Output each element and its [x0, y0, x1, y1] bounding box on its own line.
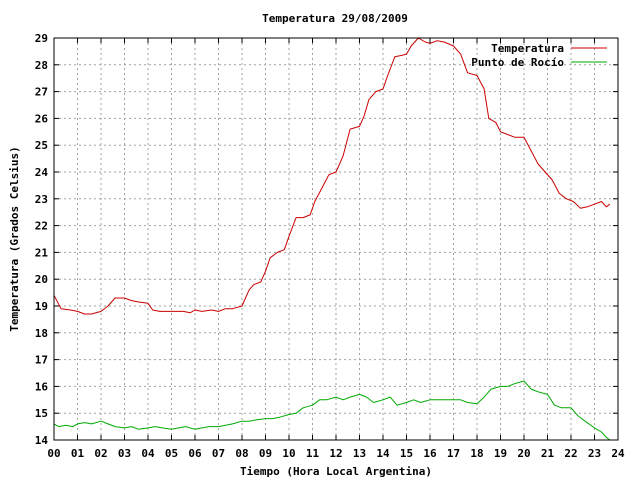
x-tick-label: 16 [423, 447, 437, 460]
y-axis-label: Temperatura (Grados Celsius) [8, 146, 21, 331]
series-lines [53, 37, 611, 441]
x-tick-label: 14 [376, 447, 390, 460]
y-tick-label: 15 [35, 407, 48, 420]
x-tick-label: 00 [47, 447, 60, 460]
x-axis-label: Tiempo (Hora Local Argentina) [240, 465, 432, 478]
y-tick-label: 19 [35, 300, 48, 313]
y-tick-label: 14 [35, 434, 49, 447]
x-tick-label: 18 [470, 447, 483, 460]
x-tick-label: 07 [212, 447, 225, 460]
x-tick-label: 09 [259, 447, 272, 460]
y-tick-label: 26 [35, 112, 49, 125]
y-tick-label: 17 [35, 354, 48, 367]
axis-ticks: 00 01 02 03 04 05 06 07 08 09 10 11 12 13 14 15 16 17 18 19… [35, 32, 625, 460]
x-tick-label: 10 [282, 447, 295, 460]
x-tick-label: 02 [94, 447, 107, 460]
y-tick-label: 24 [35, 166, 49, 179]
y-tick-label: 28 [35, 59, 48, 72]
legend-label: Temperatura [491, 42, 564, 55]
x-tick-label: 11 [306, 447, 320, 460]
x-tick-label: 23 [588, 447, 601, 460]
x-tick-label: 15 [400, 447, 413, 460]
y-tick-label: 27 [35, 86, 48, 99]
x-tick-label: 21 [541, 447, 555, 460]
x-tick-label: 13 [353, 447, 366, 460]
chart-title: Temperatura 29/08/2009 [262, 12, 408, 25]
x-tick-label: 22 [564, 447, 577, 460]
y-tick-label: 23 [35, 193, 48, 206]
series-line-punto-de-rocio [53, 380, 611, 441]
x-tick-label: 08 [235, 447, 248, 460]
x-tick-label: 01 [71, 447, 85, 460]
x-tick-label: 06 [188, 447, 202, 460]
y-tick-label: 22 [35, 220, 48, 233]
series-line-temperatura [53, 37, 611, 315]
y-tick-label: 29 [35, 32, 48, 45]
x-tick-label: 19 [494, 447, 507, 460]
x-tick-label: 17 [447, 447, 460, 460]
x-tick-label: 03 [118, 447, 131, 460]
y-tick-label: 25 [35, 139, 48, 152]
y-tick-label: 21 [35, 246, 49, 259]
x-tick-label: 24 [611, 447, 625, 460]
y-tick-label: 20 [35, 273, 48, 286]
x-tick-label: 12 [329, 447, 342, 460]
y-tick-label: 16 [35, 380, 49, 393]
x-tick-label: 04 [141, 447, 155, 460]
legend-label: Punto de Rocío [471, 56, 564, 69]
x-tick-label: 20 [517, 447, 530, 460]
grid [54, 38, 618, 440]
y-tick-label: 18 [35, 327, 48, 340]
x-tick-label: 05 [165, 447, 178, 460]
